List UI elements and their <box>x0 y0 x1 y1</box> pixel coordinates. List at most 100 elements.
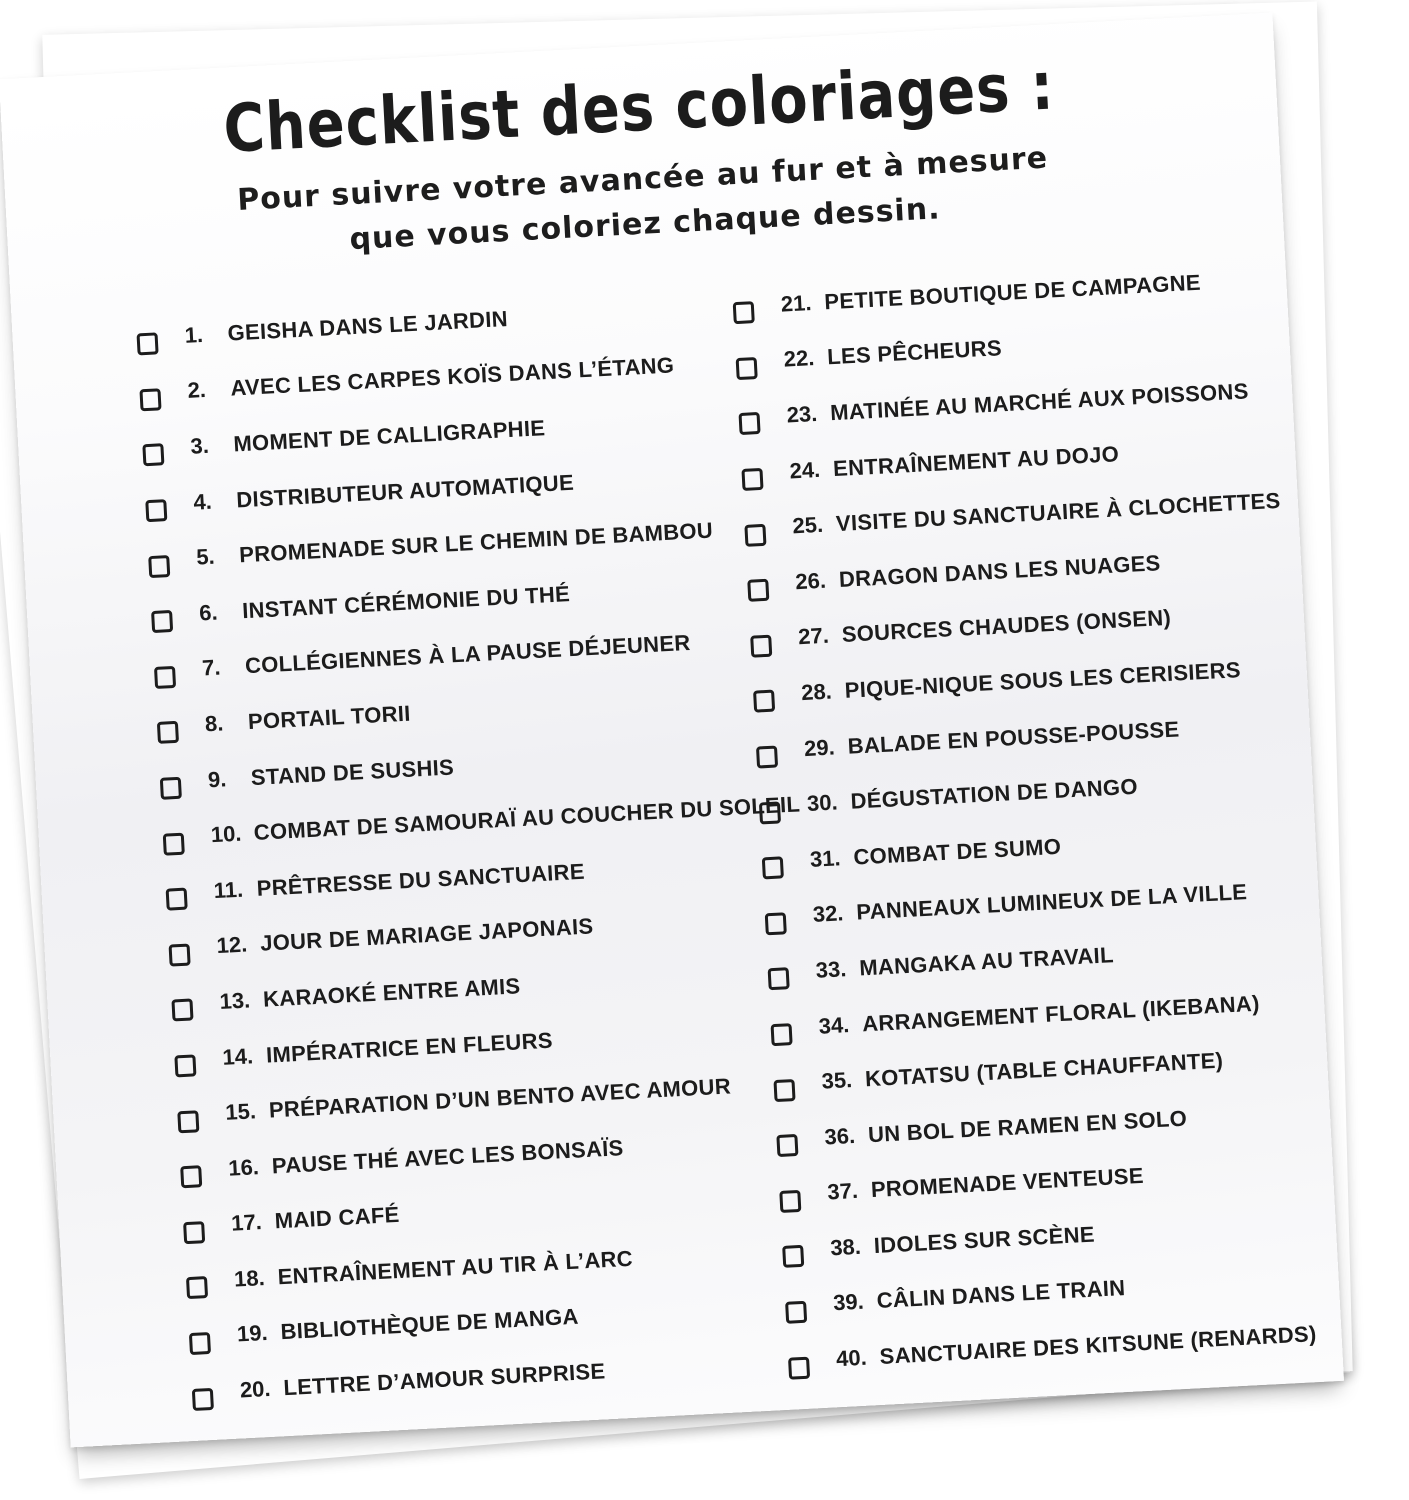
item-number: 6. <box>198 599 219 626</box>
checkbox[interactable] <box>165 887 188 911</box>
item-label: SANCTUAIRE DES KITSUNE (RENARDS) <box>879 1321 1318 1370</box>
checkbox[interactable] <box>747 578 770 603</box>
checkbox[interactable] <box>787 1356 811 1380</box>
item-label: ARRANGEMENT FLORAL (IKEBANA) <box>861 990 1261 1036</box>
checkbox[interactable] <box>142 443 165 467</box>
checkbox[interactable] <box>183 1220 206 1245</box>
checkbox[interactable] <box>750 634 773 658</box>
checkbox[interactable] <box>770 1023 793 1047</box>
checkbox[interactable] <box>180 1165 203 1189</box>
checkbox[interactable] <box>145 499 168 523</box>
item-label: DRAGON DANS LES NUAGES <box>838 549 1162 592</box>
checkbox[interactable] <box>171 998 194 1022</box>
checklist-page: Checklist des coloriages : Pour suivre v… <box>0 12 1344 1448</box>
checklist-columns: 1. GEISHA DANS LE JARDIN 2. AVEC LES CAR… <box>135 252 1317 1421</box>
checkbox[interactable] <box>151 610 174 634</box>
checklist-column-right: 21. PETITE BOUTIQUE DE CAMPAGNE 22. LES … <box>731 251 1325 1389</box>
item-number: 17. <box>230 1209 263 1236</box>
item-label: COLLÉGIENNES À LA PAUSE DÉJEUNER <box>244 630 692 679</box>
item-label: AVEC LES CARPES KOÏS DANS L’ÉTANG <box>229 352 675 401</box>
item-label: DISTRIBUTEUR AUTOMATIQUE <box>235 469 575 513</box>
item-number: 22. <box>783 345 815 372</box>
item-number: 12. <box>216 931 248 959</box>
item-label: LETTRE D’AMOUR SURPRISE <box>282 1358 606 1401</box>
checkbox[interactable] <box>148 554 171 578</box>
checkbox[interactable] <box>744 523 767 547</box>
item-label: DÉGUSTATION DE DANGO <box>849 773 1139 814</box>
item-number: 2. <box>186 377 207 404</box>
item-label: SOURCES CHAUDES (ONSEN) <box>841 605 1172 648</box>
item-number: 36. <box>823 1122 856 1150</box>
checkbox[interactable] <box>755 745 779 769</box>
item-number: 8. <box>204 710 225 737</box>
checkbox[interactable] <box>159 776 182 800</box>
item-label: LES PÊCHEURS <box>826 335 1003 370</box>
checkbox[interactable] <box>758 801 782 825</box>
checkbox[interactable] <box>732 301 755 325</box>
item-label: ENTRAÎNEMENT AU DOJO <box>832 440 1120 481</box>
checkbox[interactable] <box>767 967 790 991</box>
item-number: 38. <box>829 1233 862 1261</box>
checkbox[interactable] <box>174 1054 197 1078</box>
checkbox[interactable] <box>753 690 776 714</box>
item-number: 11. <box>213 876 244 903</box>
checkbox[interactable] <box>782 1245 805 1269</box>
item-label: PIQUE-NIQUE SOUS LES CERISIERS <box>844 657 1242 703</box>
checkbox[interactable] <box>735 356 758 380</box>
checkbox[interactable] <box>153 665 177 689</box>
item-number: 30. <box>806 789 839 817</box>
item-number: 7. <box>201 654 222 681</box>
checkbox[interactable] <box>741 467 764 492</box>
item-number: 35. <box>820 1067 853 1094</box>
item-number: 13. <box>218 987 251 1014</box>
item-label: PROMENADE VENTEUSE <box>870 1163 1145 1203</box>
checklist-column-left: 1. GEISHA DANS LE JARDIN 2. AVEC LES CAR… <box>135 279 801 1421</box>
item-label: INSTANT CÉRÉMONIE DU THÉ <box>241 580 571 624</box>
item-label: PORTAIL TORII <box>247 700 412 735</box>
item-number: 40. <box>835 1344 868 1372</box>
item-number: 16. <box>227 1153 260 1181</box>
checkbox[interactable] <box>156 721 180 745</box>
item-label: PANNEAUX LUMINEUX DE LA VILLE <box>855 879 1248 925</box>
checkbox[interactable] <box>177 1109 200 1133</box>
item-label: BALADE EN POUSSE-POUSSE <box>847 715 1180 759</box>
item-number: 33. <box>815 956 847 983</box>
item-label: PAUSE THÉ AVEC LES BONSAÏS <box>271 1134 625 1179</box>
item-label: PETITE BOUTIQUE DE CAMPAGNE <box>823 269 1202 315</box>
checkbox[interactable] <box>136 332 159 356</box>
item-number: 19. <box>236 1320 269 1348</box>
item-number: 10. <box>210 820 243 848</box>
checkbox[interactable] <box>168 943 191 967</box>
item-number: 20. <box>239 1375 272 1403</box>
checkbox[interactable] <box>779 1189 802 1213</box>
checkbox[interactable] <box>773 1078 796 1102</box>
item-label: BIBLIOTHÈQUE DE MANGA <box>279 1304 580 1345</box>
checkbox[interactable] <box>191 1387 214 1411</box>
item-label: STAND DE SUSHIS <box>250 753 455 790</box>
checkbox[interactable] <box>776 1134 799 1158</box>
item-label: UN BOL DE RAMEN EN SOLO <box>867 1105 1188 1147</box>
item-label: VISITE DU SANCTUAIRE À CLOCHETTES <box>835 488 1282 537</box>
item-number: 26. <box>794 567 827 595</box>
item-number: 29. <box>803 734 836 761</box>
item-number: 27. <box>797 623 830 650</box>
checkbox[interactable] <box>139 388 162 412</box>
item-label: PRÉPARATION D’UN BENTO AVEC AMOUR <box>268 1073 732 1123</box>
checkbox[interactable] <box>185 1276 209 1300</box>
checkbox[interactable] <box>761 856 784 880</box>
checkbox[interactable] <box>162 832 185 856</box>
item-label: ENTRAÎNEMENT AU TIR À L’ARC <box>277 1245 634 1290</box>
checkbox[interactable] <box>738 412 761 436</box>
item-label: MOMENT DE CALLIGRAPHIE <box>232 415 546 457</box>
item-label: JOUR DE MARIAGE JAPONAIS <box>259 913 595 957</box>
checkbox[interactable] <box>188 1331 212 1356</box>
item-label: COMBAT DE SUMO <box>852 833 1062 870</box>
item-number: 31. <box>809 845 842 872</box>
checkbox[interactable] <box>785 1300 808 1324</box>
item-number: 37. <box>826 1178 859 1205</box>
item-label: MATINÉE AU MARCHÉ AUX POISSONS <box>829 378 1250 426</box>
item-number: 34. <box>818 1011 850 1039</box>
item-label: IDOLES SUR SCÈNE <box>873 1221 1096 1258</box>
checkbox[interactable] <box>764 912 787 936</box>
item-number: 15. <box>224 1098 257 1125</box>
